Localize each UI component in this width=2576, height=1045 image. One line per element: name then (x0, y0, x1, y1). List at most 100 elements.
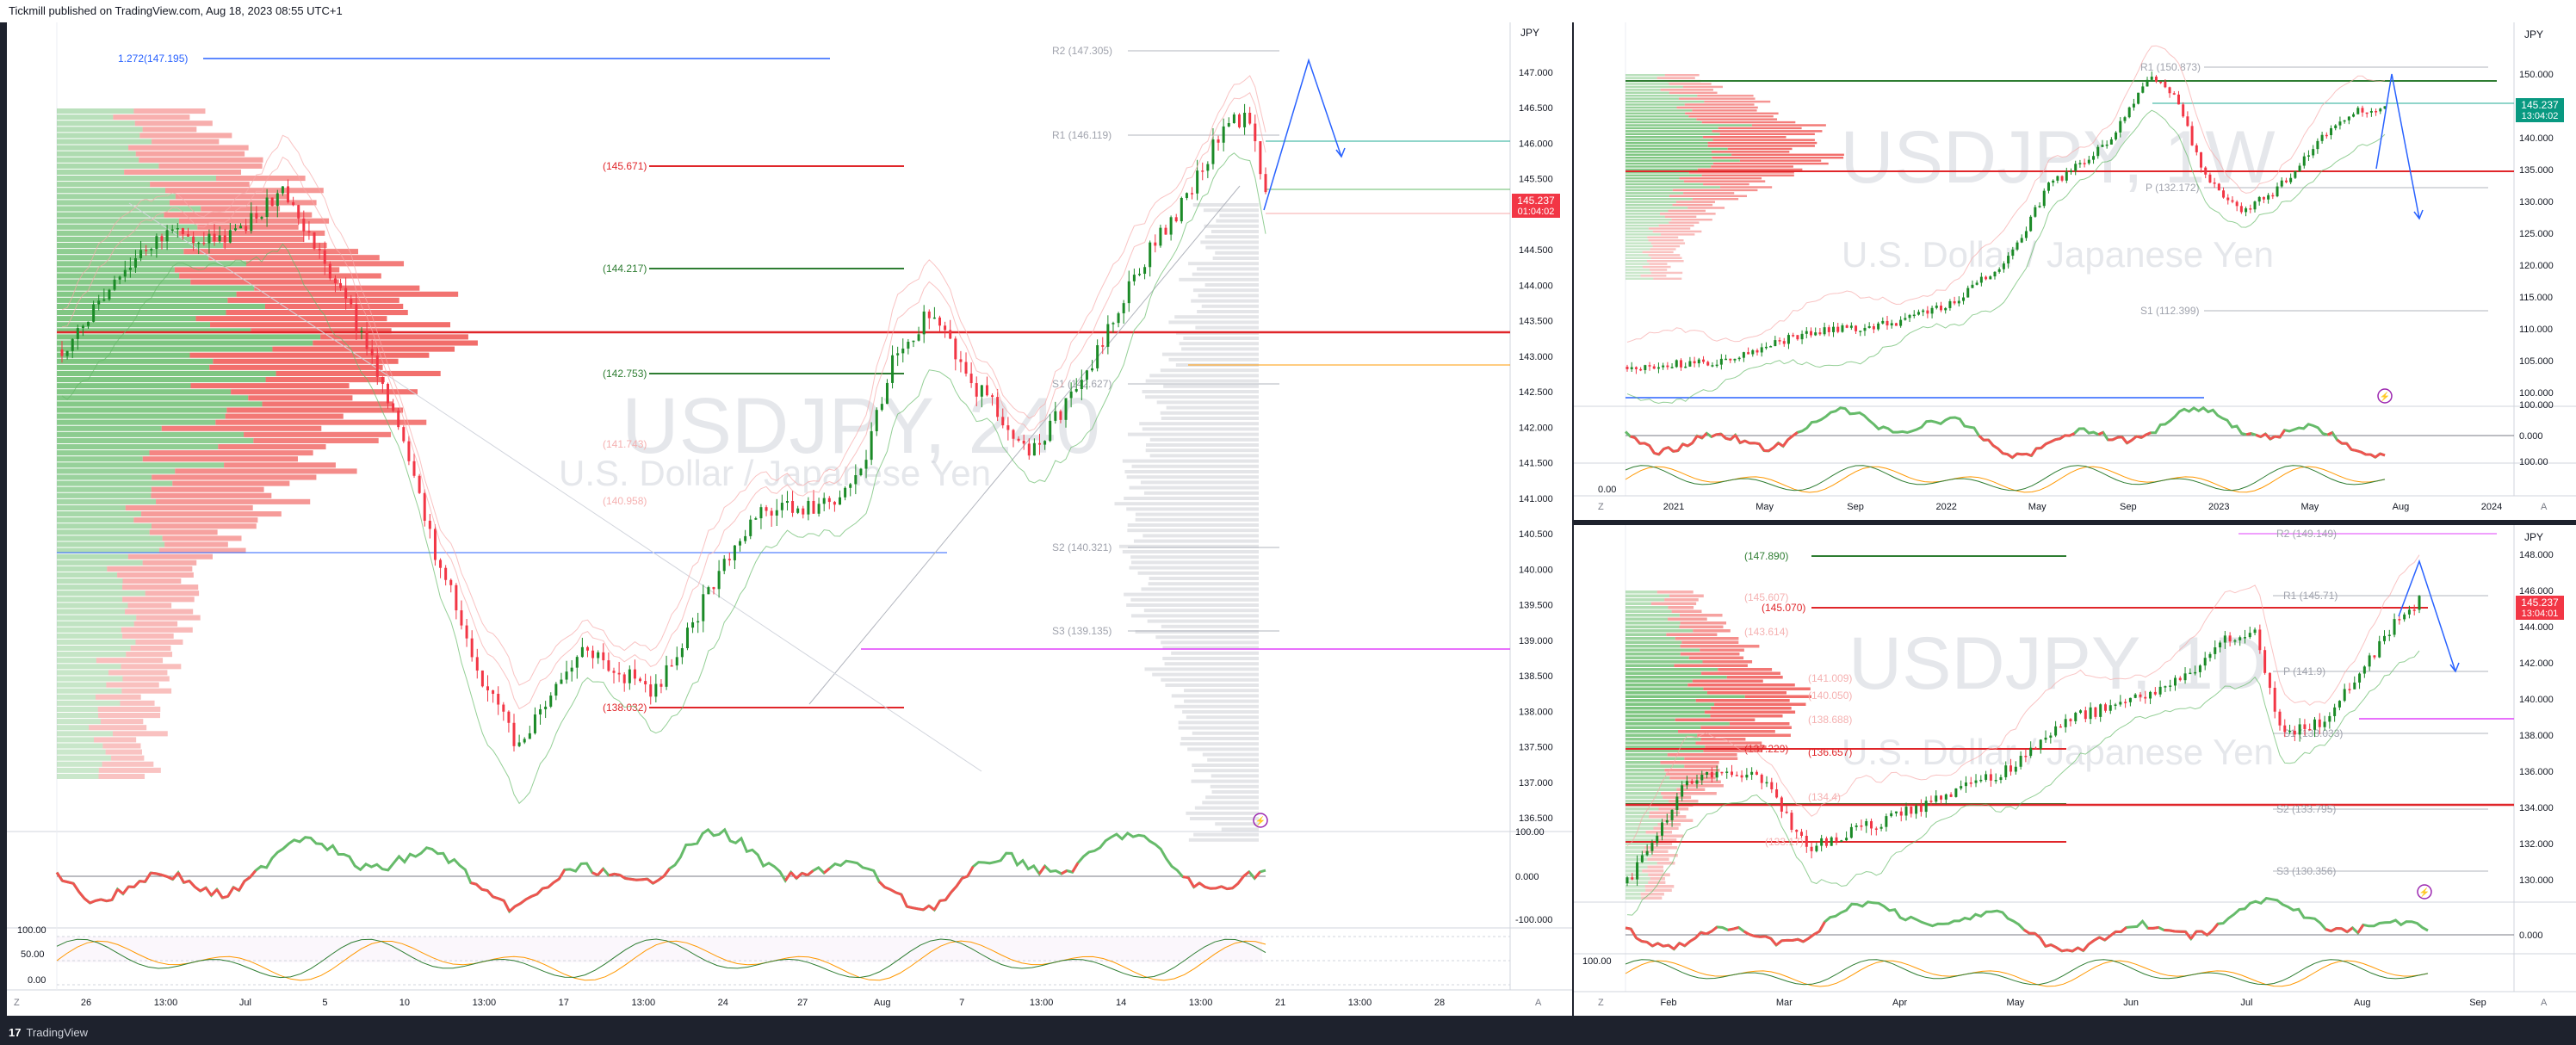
left-alert-icon[interactable] (1253, 813, 1268, 828)
svg-text:⚡: ⚡ (2380, 391, 2390, 402)
rt-price-tick: 110.000 (2519, 325, 2553, 335)
rt-watermark-name: U.S. Dollar / Japanese Yen (1842, 234, 2274, 275)
rt-last-price-tag (2516, 98, 2564, 122)
rt-time-tick: 2022 (1935, 502, 1956, 512)
rb-stoch-d (1625, 959, 2429, 986)
left-chart-panel[interactable]: USDJPY, 240 U.S. Dollar / Japanese Yen 1… (7, 22, 1572, 1016)
left-price-tick: 140.000 (1519, 565, 1553, 575)
rb-alert-icon[interactable] (2417, 884, 2432, 900)
rb-pivot-r2: R2 (149.149) (2276, 528, 2337, 540)
left-price-tick: 147.000 (1519, 68, 1553, 78)
rt-projection-path (2375, 73, 2420, 220)
left-osc-tick-neg100: -100.000 (1515, 915, 1552, 925)
left-time-tick: 27 (797, 998, 808, 1008)
rt-last-price: 145.237 (2521, 99, 2559, 111)
pivot-s3: S3 (139.135) (1052, 625, 1112, 637)
rb-price-axis[interactable]: 148.000 146.000 144.000 142.000 140.000 138.0… (2519, 550, 2554, 886)
right-bottom-chart-panel[interactable]: USDJPY, 1D U.S. Dollar / Japanese Yen (1… (1574, 525, 2576, 1016)
left-price-tick: 136.500 (1519, 813, 1553, 824)
pivot-r2: R2 (147.305) (1052, 45, 1112, 57)
rb-price-tick: 148.000 (2519, 550, 2554, 560)
right-top-chart-panel[interactable]: USDJPY, 1W U.S. Dollar / Japanese Yen R1… (1574, 22, 2576, 520)
rt-price-candles (1625, 45, 2387, 405)
rb-stoch-k (1625, 960, 2429, 987)
left-price-tick: 141.500 (1519, 459, 1553, 469)
level-145671: (145.671) (603, 160, 647, 172)
rb-watermark-name: U.S. Dollar / Japanese Yen (1842, 732, 2274, 772)
left-price-tick: 144.000 (1519, 281, 1553, 291)
left-price-tick: 138.000 (1519, 707, 1553, 717)
left-price-tick: 137.000 (1519, 778, 1553, 788)
rb-level-141009: (141.009) (1808, 672, 1852, 684)
brand-name: TradingView (26, 1026, 89, 1039)
rb-price-tick: 140.000 (2519, 695, 2554, 705)
svg-text:⚡: ⚡ (1255, 815, 1266, 826)
rb-auto-button[interactable]: A (2541, 998, 2548, 1008)
rt-zoom-button[interactable]: Z (1598, 502, 1604, 512)
rt-last-price-timer: 13:04:02 (2522, 111, 2559, 121)
rb-price-tick: 132.000 (2519, 839, 2554, 850)
rb-pivot-s1: S1 (138.033) (2283, 727, 2343, 739)
rb-pivot-s3: S3 (130.356) (2276, 865, 2336, 877)
left-time-tick: 21 (1275, 998, 1285, 1008)
rt-currency-label: JPY (2524, 28, 2543, 40)
rt-volume-profile (1625, 74, 1844, 280)
left-time-tick: 13:00 (1189, 998, 1213, 1008)
left-price-axis[interactable]: 147.000146.500146.000145.500145.000144.5… (1519, 68, 1553, 824)
rt-price-tick: 105.000 (2519, 356, 2554, 367)
rb-price-tick: 130.000 (2519, 875, 2554, 886)
rt-time-tick: Sep (1847, 502, 1864, 512)
rt-price-tick: 140.000 (2519, 133, 2554, 144)
left-price-tick: 145.500 (1519, 175, 1553, 185)
left-price-tick: 142.000 (1519, 423, 1553, 433)
left-stoch-tick-0: 0.00 (28, 975, 46, 986)
rt-stoch-d (1625, 465, 2386, 492)
tradingview-logo-icon: 17 (9, 1026, 22, 1039)
left-time-tick: 13:00 (632, 998, 656, 1008)
left-auto-button[interactable]: A (1535, 998, 1542, 1008)
left-time-tick: 5 (322, 998, 327, 1008)
left-time-tick: 17 (559, 998, 569, 1008)
left-price-tick: 146.500 (1519, 103, 1553, 114)
rb-time-tick: Mar (1776, 998, 1793, 1008)
left-time-tick: 10 (399, 998, 410, 1008)
rb-last-price-tag (2516, 596, 2564, 620)
rt-time-tick: May (1756, 502, 1774, 512)
rb-level-138688: (138.688) (1808, 714, 1852, 726)
left-osc-tick-0: 0.000 (1515, 872, 1539, 882)
left-time-tick: 13:00 (154, 998, 178, 1008)
left-last-price: 145.237 (1517, 195, 1555, 207)
left-stoch-d (56, 938, 1266, 979)
level-141743: (141.743) (603, 438, 647, 450)
left-time-tick: 24 (718, 998, 728, 1008)
rt-watermark-symbol: USDJPY, 1W (1841, 116, 2276, 199)
rt-time-tick: Sep (2120, 502, 2137, 512)
left-projection-path (1263, 58, 1342, 211)
rt-pivot-s1: S1 (112.399) (2140, 305, 2200, 317)
rt-alert-icon[interactable] (2377, 388, 2393, 404)
rb-volume-profile (1625, 591, 1811, 900)
rb-level-145070: (145.070) (1762, 602, 1805, 614)
rb-time-tick: Sep (2469, 998, 2486, 1008)
rb-currency-label: JPY (2524, 531, 2543, 543)
left-last-price-timer: 01:04:02 (1518, 207, 1555, 217)
pivot-r1: R1 (146.119) (1052, 129, 1112, 141)
rt-time-tick: 2023 (2208, 502, 2229, 512)
left-price-tick: 142.500 (1519, 387, 1553, 398)
rt-price-axis[interactable]: 150.000145.000140.000135.000130.000125.0… (2519, 70, 2554, 399)
rb-zoom-button[interactable]: Z (1598, 998, 1604, 1008)
rb-time-tick: Jul (2240, 998, 2252, 1008)
publish-bar: Tickmill published on TradingView.com, A… (0, 0, 2576, 22)
left-time-tick: Jul (239, 998, 251, 1008)
rt-auto-button[interactable]: A (2541, 502, 2548, 512)
rt-pivot-r1: R1 (150.873) (2140, 61, 2201, 73)
level-144217: (144.217) (603, 263, 647, 275)
left-price-tick: 143.000 (1519, 352, 1553, 362)
left-time-axis[interactable]: 26 13:00 Jul 5 10 13:00 17 13:00 24 27 Aug 7 13:00 14… (81, 998, 1445, 1008)
left-visible-range-profile (1114, 203, 1259, 842)
rb-stoch-tick-100: 100.00 (1582, 956, 1612, 967)
rt-time-axis[interactable]: 2021 May Sep 2022 May Sep 2023 May Aug 2024 (1663, 502, 2502, 512)
rb-time-axis[interactable]: Feb Mar Apr May Jun Jul Aug Sep (1661, 998, 2486, 1008)
left-time-tick: 26 (81, 998, 91, 1008)
left-zoom-button[interactable]: Z (14, 998, 20, 1008)
